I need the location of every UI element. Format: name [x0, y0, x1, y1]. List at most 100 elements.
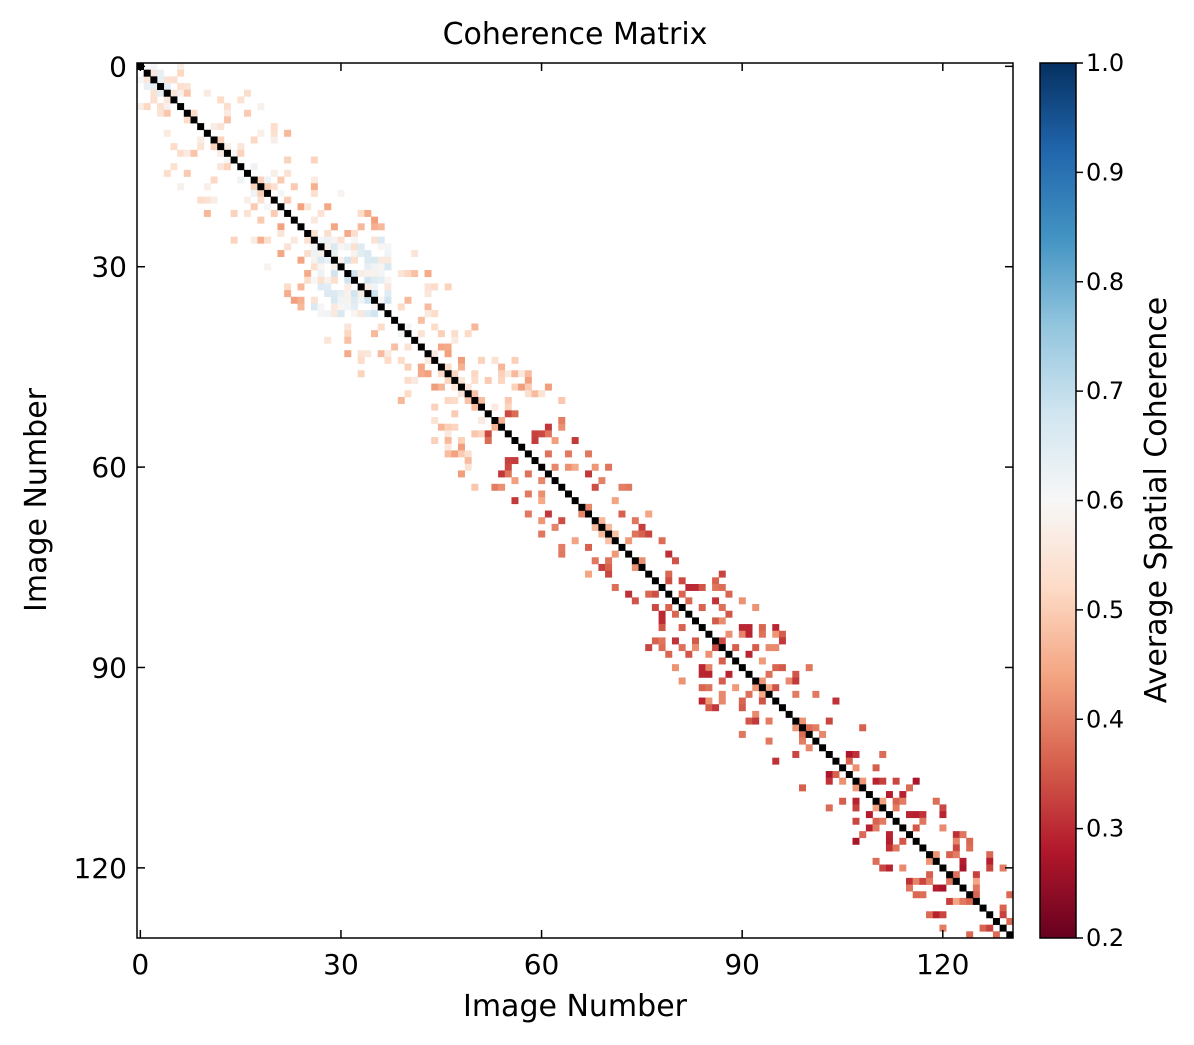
heatmap-cell	[464, 463, 472, 471]
heatmap-cell	[852, 750, 860, 758]
y-tick-label: 0	[109, 50, 127, 83]
diagonal-cell	[457, 383, 465, 391]
heatmap-cell	[344, 296, 352, 304]
heatmap-cell	[357, 243, 365, 251]
heatmap-cell	[678, 677, 686, 685]
diagonal-cell	[631, 557, 639, 565]
diagonal-cell	[732, 657, 740, 665]
heatmap-cell	[799, 730, 807, 738]
heatmap-cell	[324, 276, 332, 284]
heatmap-cell	[411, 270, 419, 278]
heatmap-cell	[330, 223, 338, 231]
heatmap-cell	[511, 370, 519, 378]
heatmap-cell	[939, 884, 947, 892]
heatmap-cell	[457, 363, 465, 371]
heatmap-cell	[712, 617, 720, 625]
diagonal-cell	[906, 831, 913, 839]
heatmap-cell	[357, 250, 365, 257]
heatmap-cell	[825, 804, 833, 812]
heatmap-cell	[698, 697, 706, 705]
heatmap-cell	[752, 717, 760, 725]
heatmap-cell	[571, 537, 579, 545]
heatmap-cell	[284, 290, 292, 298]
heatmap-cell	[618, 510, 626, 518]
diagonal-cell	[417, 343, 425, 351]
diagonal-cell	[464, 390, 472, 398]
diagonal-cell	[825, 750, 833, 758]
heatmap-cell	[437, 423, 445, 431]
heatmap-cell	[137, 76, 144, 84]
diagonal-cell	[852, 777, 860, 785]
heatmap-cell	[605, 563, 613, 571]
heatmap-cell	[250, 236, 258, 244]
heatmap-cell	[705, 697, 713, 705]
heatmap-cell	[544, 450, 552, 458]
diagonal-cell	[230, 156, 238, 164]
heatmap-cell	[625, 590, 633, 598]
heatmap-cell	[671, 637, 679, 645]
heatmap-cell	[912, 877, 920, 885]
heatmap-cell	[444, 350, 452, 358]
heatmap-cell	[692, 637, 700, 645]
heatmap-cell	[250, 163, 258, 171]
heatmap-cell	[752, 644, 760, 652]
heatmap-cell	[879, 750, 887, 758]
heatmap-cell	[357, 209, 365, 217]
diagonal-cell	[357, 283, 365, 291]
heatmap-cell	[524, 490, 532, 498]
heatmap-cell	[885, 844, 893, 852]
heatmap-cell	[237, 96, 245, 104]
heatmap-cell	[799, 737, 807, 745]
heatmap-cell	[511, 410, 519, 418]
heatmap-cell	[812, 724, 820, 732]
heatmap-cell	[952, 851, 960, 859]
heatmap-cell	[745, 650, 753, 658]
heatmap-cell	[718, 697, 726, 705]
heatmap-cell	[344, 350, 352, 358]
heatmap-cell	[665, 577, 673, 585]
heatmap-cell	[504, 457, 512, 465]
heatmap-cell	[491, 356, 499, 364]
diagonal-cell	[792, 717, 800, 725]
heatmap-cell	[638, 557, 646, 565]
heatmap-cell	[872, 777, 880, 785]
heatmap-cell	[270, 169, 278, 177]
heatmap-cell	[544, 383, 552, 391]
heatmap-cell	[504, 410, 512, 418]
diagonal-cell	[397, 323, 405, 331]
diagonal-cell	[170, 96, 178, 104]
diagonal-cell	[819, 744, 827, 752]
heatmap-cell	[772, 624, 780, 632]
heatmap-cell	[745, 717, 753, 725]
y-tick-label: 90	[91, 651, 127, 684]
heatmap-cell	[464, 396, 472, 404]
heatmap-cell	[203, 196, 211, 204]
heatmap-cell	[892, 844, 900, 852]
heatmap-cell	[451, 423, 459, 431]
heatmap-cell	[959, 864, 967, 872]
heatmap-cell	[825, 771, 833, 778]
diagonal-cell	[223, 149, 231, 157]
heatmap-cell	[464, 450, 472, 458]
heatmap-cell	[324, 236, 332, 244]
heatmap-cell	[417, 363, 425, 371]
heatmap-cell	[177, 183, 185, 191]
heatmap-cell	[350, 296, 358, 304]
heatmap-cell	[217, 163, 225, 171]
diagonal-cell	[377, 303, 385, 311]
heatmap-cell	[350, 243, 358, 251]
heatmap-cell	[645, 510, 653, 518]
diagonal-cell	[651, 577, 659, 585]
colorbar-tick-label: 0.9	[1086, 158, 1124, 186]
diagonal-cell	[518, 443, 526, 451]
heatmap-cell	[371, 276, 379, 284]
heatmap-cell	[966, 844, 974, 852]
heatmap-cell	[451, 396, 459, 404]
heatmap-cell	[959, 831, 967, 839]
diagonal-cell	[284, 209, 292, 217]
heatmap-cell	[932, 851, 940, 859]
colorbar-tick-label: 0.3	[1086, 815, 1124, 843]
heatmap-cell	[431, 437, 439, 445]
diagonal-cell	[986, 911, 994, 919]
heatmap-cell	[1006, 917, 1014, 925]
